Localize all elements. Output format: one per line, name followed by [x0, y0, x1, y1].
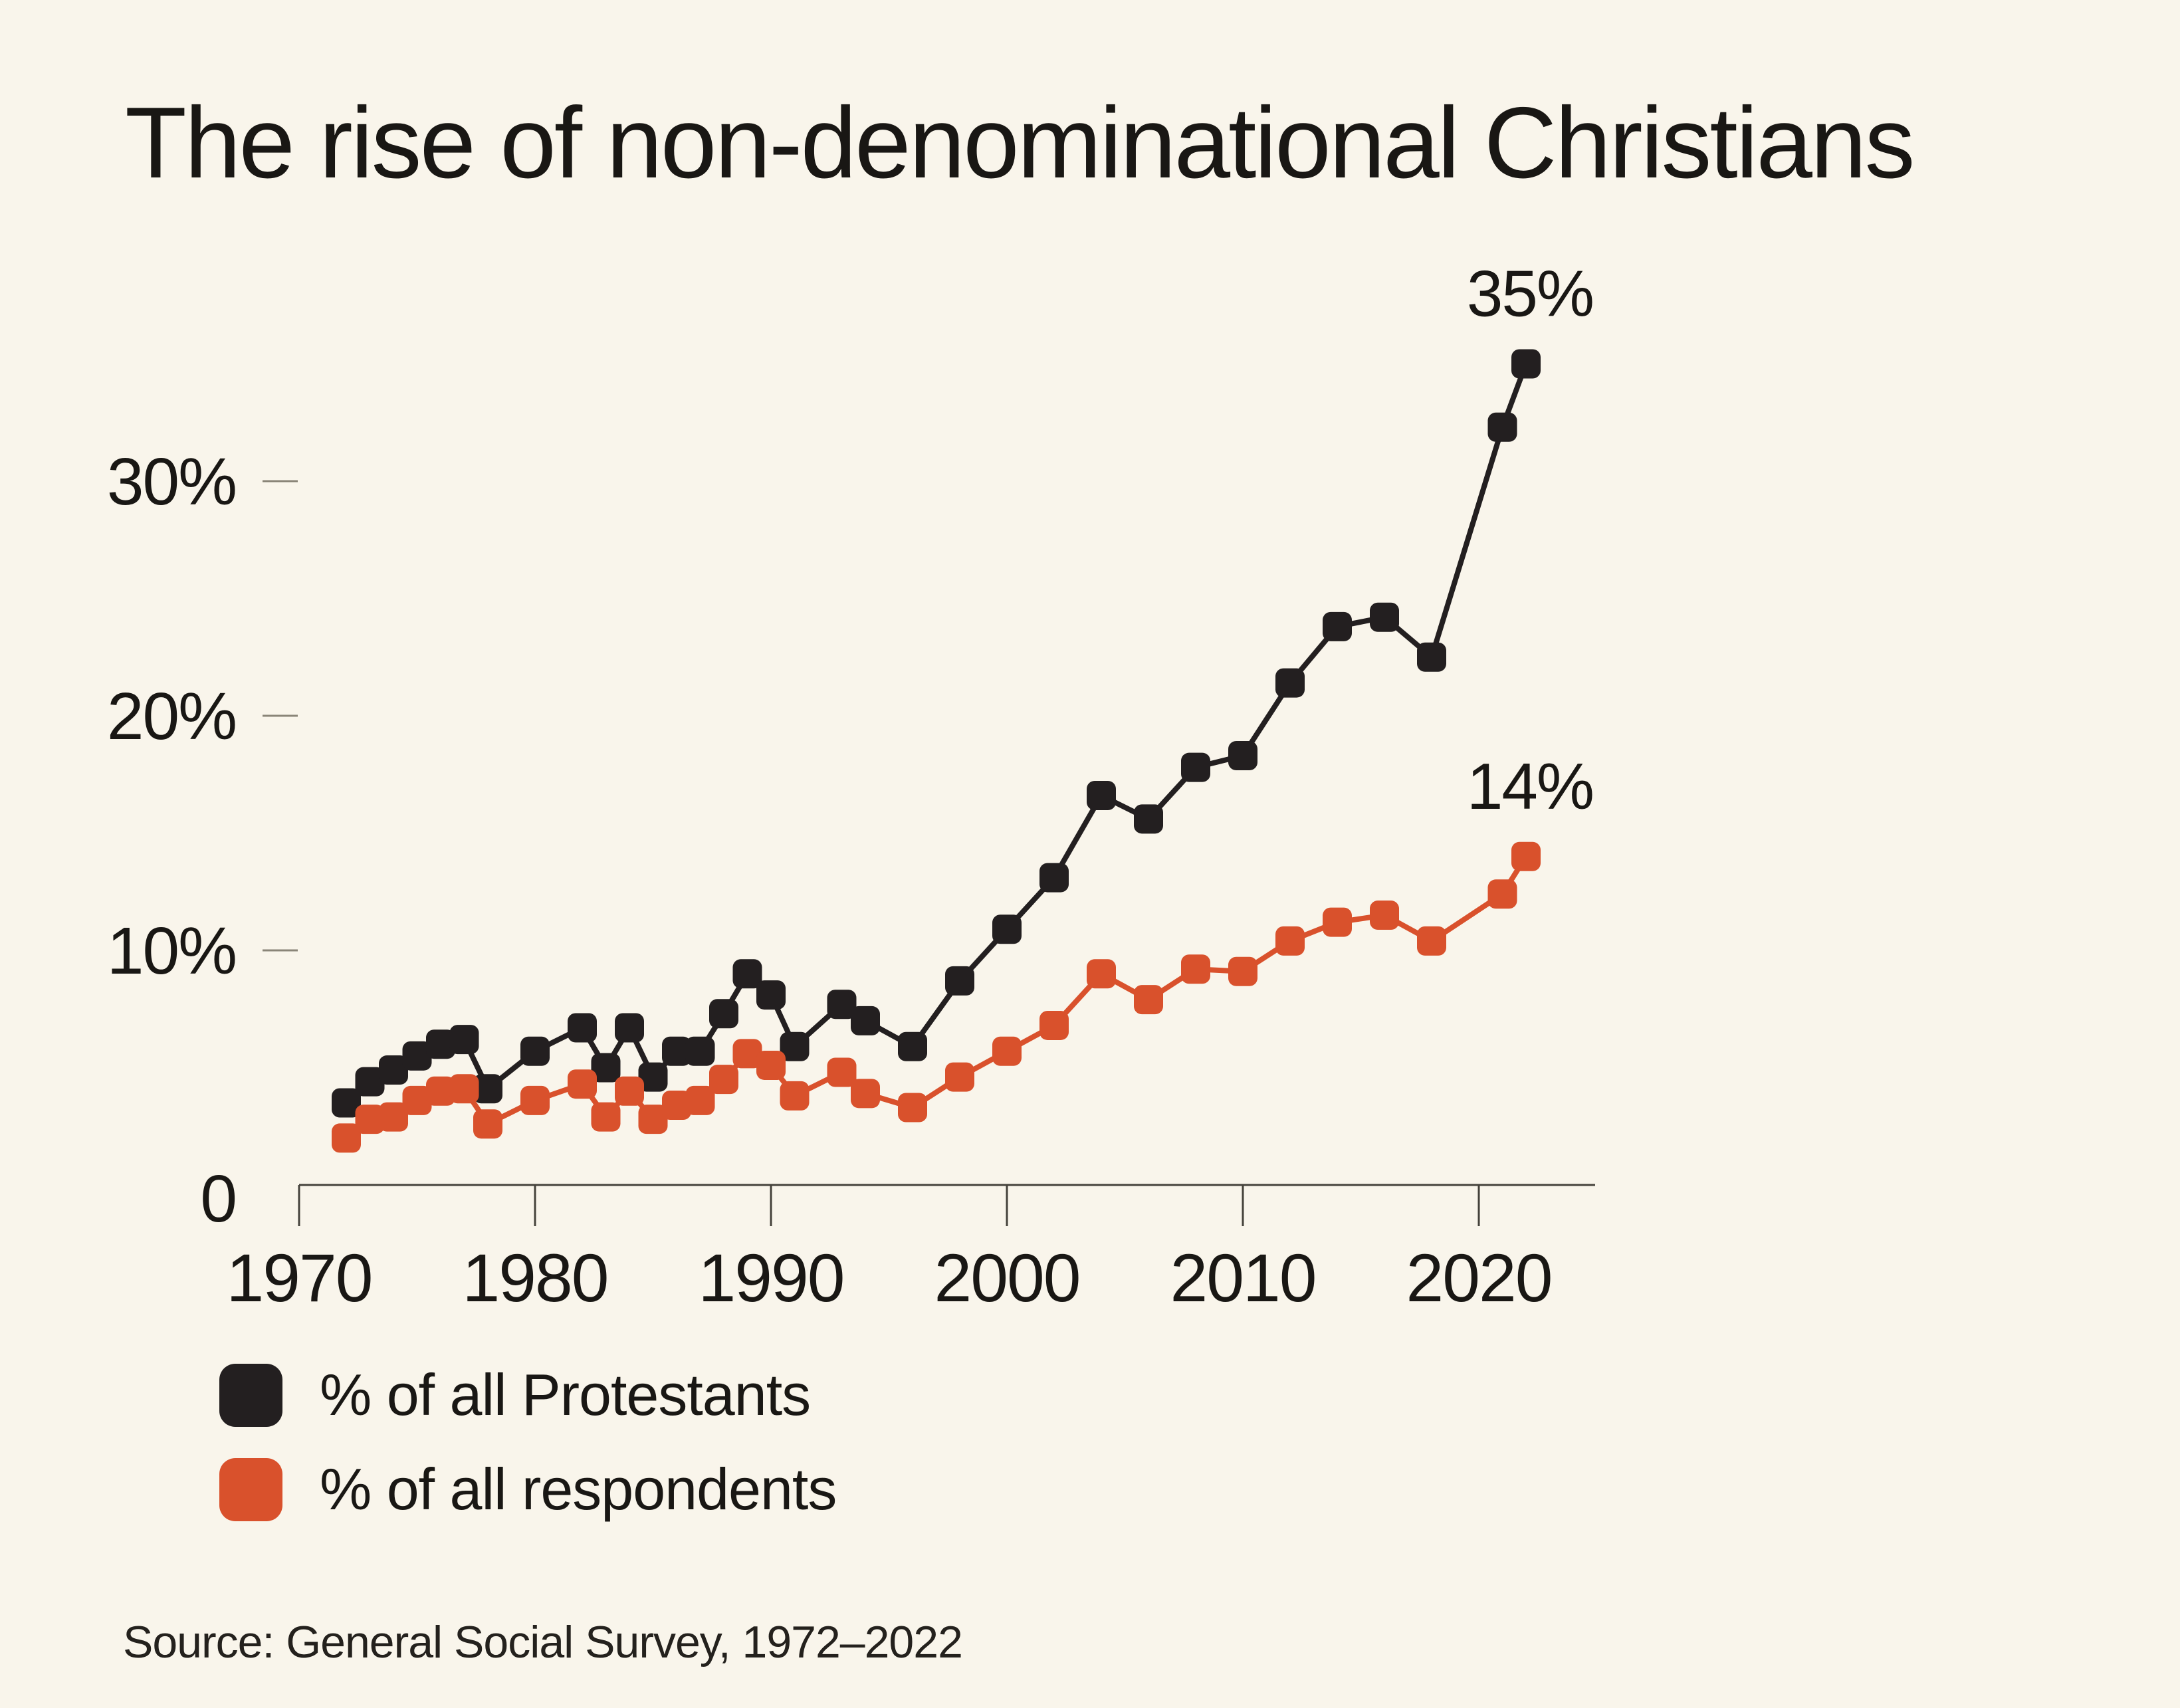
data-point-0-2000	[992, 914, 1022, 944]
data-point-1-2022	[1511, 841, 1541, 871]
data-point-1-1982	[568, 1069, 597, 1099]
y-tick-label-30: 30%	[107, 445, 236, 519]
x-tick-label-2010: 2010	[1170, 1240, 1316, 1316]
data-point-1-1973	[355, 1105, 385, 1134]
data-point-0-1973	[355, 1067, 385, 1097]
data-point-0-2014	[1323, 611, 1352, 641]
legend-label-respondents: % of all respondents	[320, 1456, 837, 1522]
data-point-1-1998	[945, 1062, 974, 1092]
data-point-1-2014	[1323, 907, 1352, 937]
data-point-0-1972	[332, 1088, 361, 1118]
data-point-0-1993	[827, 990, 857, 1019]
data-point-0-2004	[1087, 781, 1116, 811]
data-point-0-1983	[591, 1053, 621, 1083]
data-point-0-1986	[662, 1036, 691, 1066]
data-point-0-1980	[520, 1036, 550, 1066]
x-tick-label-1970: 1970	[227, 1240, 372, 1316]
annotation-1: 14%	[1467, 750, 1593, 823]
data-point-1-2021	[1487, 879, 1517, 909]
data-point-1-2004	[1087, 959, 1116, 989]
data-point-1-1972	[332, 1123, 361, 1153]
data-point-0-2018	[1417, 642, 1446, 672]
chart-title: The rise of non-denominational Christian…	[125, 86, 1915, 199]
legend-item-respondents: % of all respondents	[219, 1455, 837, 1523]
data-point-1-1983	[591, 1102, 621, 1132]
data-point-0-1996	[898, 1031, 927, 1061]
x-tick-label-2020: 2020	[1406, 1240, 1552, 1316]
data-point-1-2016	[1370, 901, 1399, 930]
data-point-1-1987	[685, 1085, 715, 1115]
data-point-1-2000	[992, 1036, 1022, 1066]
x-tick-label-2000: 2000	[934, 1240, 1080, 1316]
series-line-0	[344, 363, 1529, 1105]
chart-legend: % of all Protestants % of all respondent…	[219, 1361, 837, 1523]
data-point-0-1974	[379, 1055, 408, 1085]
data-point-1-1991	[780, 1081, 810, 1111]
data-point-1-1975	[402, 1085, 432, 1115]
data-point-0-1982	[568, 1013, 597, 1043]
data-point-0-2012	[1275, 668, 1305, 698]
data-point-0-2008	[1181, 752, 1210, 782]
data-point-1-1986	[662, 1090, 691, 1120]
legend-swatch-respondents-icon	[219, 1457, 282, 1521]
data-point-1-1985	[638, 1105, 668, 1134]
source-note: Source: General Social Survey, 1972–2022	[123, 1617, 963, 1667]
data-point-0-1976	[426, 1029, 455, 1059]
data-point-1-2002	[1039, 1010, 1069, 1040]
data-point-1-1974	[379, 1102, 408, 1132]
data-point-0-2010	[1228, 741, 1257, 771]
data-point-0-1975	[402, 1041, 432, 1071]
data-point-1-1993	[827, 1057, 857, 1087]
data-point-0-1998	[945, 966, 974, 996]
data-point-1-2006	[1134, 985, 1163, 1015]
series-line-1	[344, 855, 1529, 1140]
data-point-1-1994	[851, 1079, 880, 1109]
data-point-1-1990	[756, 1050, 786, 1080]
data-point-1-1980	[520, 1085, 550, 1115]
data-point-0-1990	[756, 980, 786, 1010]
data-point-0-1991	[780, 1031, 810, 1061]
data-point-0-1977	[449, 1025, 479, 1055]
y-tick-label-10: 10%	[107, 914, 236, 988]
data-point-0-1984	[615, 1013, 644, 1043]
legend-item-protestants: % of all Protestants	[219, 1361, 836, 1429]
data-point-0-2006	[1134, 804, 1163, 834]
data-point-0-1988	[709, 999, 738, 1029]
annotation-0: 35%	[1467, 257, 1593, 330]
data-point-1-1984	[615, 1076, 644, 1106]
data-point-0-1978	[473, 1074, 502, 1104]
y-tick-label-20: 20%	[107, 679, 236, 754]
y-tick-label-0: 0	[200, 1162, 236, 1236]
data-point-0-1989	[732, 959, 762, 989]
x-tick-label-1980: 1980	[463, 1240, 608, 1316]
data-point-1-1988	[709, 1065, 738, 1095]
data-point-1-1989	[732, 1039, 762, 1069]
x-tick-label-1990: 1990	[699, 1240, 844, 1316]
data-point-1-2012	[1275, 926, 1305, 956]
data-point-1-1977	[449, 1074, 479, 1104]
legend-swatch-protestants-icon	[219, 1363, 282, 1427]
data-point-0-1985	[638, 1062, 668, 1092]
data-point-1-1978	[473, 1109, 502, 1139]
data-point-1-2008	[1181, 954, 1210, 984]
data-point-0-1987	[685, 1036, 715, 1066]
data-point-0-2002	[1039, 863, 1069, 893]
data-point-1-2010	[1228, 956, 1257, 986]
data-point-1-1976	[426, 1076, 455, 1106]
data-point-0-1994	[851, 1006, 880, 1035]
data-point-0-2016	[1370, 602, 1399, 632]
data-point-1-1996	[898, 1093, 927, 1122]
data-point-1-2018	[1417, 926, 1446, 956]
data-point-0-2021	[1487, 412, 1517, 442]
legend-label-protestants: % of all Protestants	[320, 1362, 811, 1428]
data-point-0-2022	[1511, 349, 1541, 379]
